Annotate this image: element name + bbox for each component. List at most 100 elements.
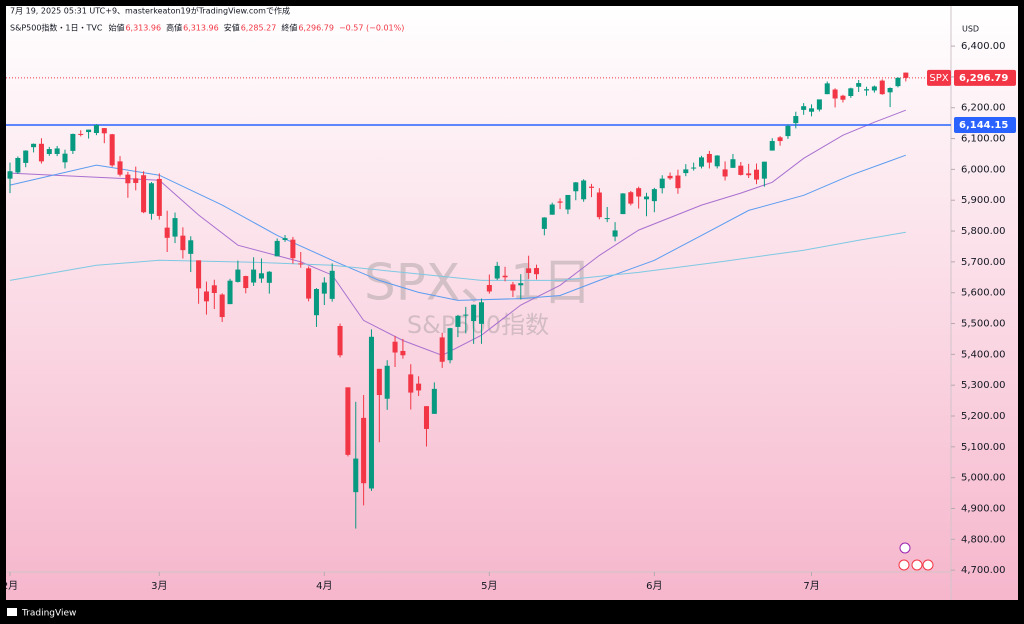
- candle-body: [502, 275, 508, 278]
- candle-body: [801, 106, 807, 110]
- candle-body: [871, 86, 877, 91]
- candle-body: [46, 149, 52, 154]
- x-tick-label: 3月: [151, 580, 167, 592]
- x-tick-label: 6月: [646, 580, 662, 592]
- candle-body: [290, 239, 296, 259]
- candle-body: [581, 180, 587, 200]
- candle-body: [596, 192, 602, 218]
- candle-body: [227, 280, 233, 305]
- candle-body: [78, 133, 84, 135]
- candle-body: [400, 350, 406, 356]
- y-tick-label: 5,700.00: [961, 257, 1006, 268]
- candle-body: [879, 80, 885, 95]
- candle-body: [667, 175, 673, 179]
- candle-body: [431, 388, 437, 414]
- candle-body: [746, 173, 752, 176]
- candle-body: [691, 167, 697, 169]
- candle-body: [675, 175, 681, 189]
- price-name: SPX: [929, 73, 948, 84]
- candle-body: [447, 328, 453, 361]
- candle-body: [93, 124, 99, 134]
- watermark-subtitle: S&P500指数: [407, 311, 549, 339]
- event-icon: [922, 559, 934, 571]
- legend-symbol: S&P500指数・1日・TVC: [10, 23, 103, 33]
- candle-body: [816, 99, 822, 110]
- candle-body: [38, 143, 44, 162]
- candle-body: [23, 150, 29, 163]
- candle-body: [471, 304, 477, 322]
- candle-body: [887, 88, 893, 93]
- y-tick-label: 5,800.00: [961, 226, 1006, 237]
- candle-body: [298, 263, 304, 265]
- y-tick-label: 4,800.00: [961, 534, 1006, 545]
- candle-body: [785, 125, 791, 137]
- x-tick-label: 4月: [316, 580, 332, 592]
- candle-body: [824, 83, 830, 95]
- y-tick-label: 6,200.00: [961, 103, 1006, 114]
- watermark-title: SPX、1日: [364, 254, 592, 312]
- candle-body: [125, 174, 131, 184]
- moving-average-line: [9, 231, 906, 281]
- candle-body: [306, 268, 312, 299]
- legend-label: 始値: [108, 23, 124, 33]
- candle-body: [683, 169, 689, 174]
- legend-value: 6,313.96: [125, 24, 161, 33]
- candle-body: [722, 169, 728, 177]
- candle-body: [266, 271, 272, 283]
- candle-body: [321, 282, 327, 294]
- event-icon: [899, 542, 911, 554]
- hline-label: 6,144.15: [959, 120, 1008, 131]
- candle-body: [62, 153, 68, 163]
- candle-body: [518, 283, 524, 286]
- y-tick-label: 6,000.00: [961, 164, 1006, 175]
- price-label: 6,296.79: [959, 73, 1008, 84]
- watermark: SPX、1日 S&P500指数: [364, 254, 592, 340]
- candle-body: [219, 294, 225, 318]
- candle-body: [510, 284, 516, 291]
- candle-body: [337, 325, 343, 356]
- candle-body: [895, 77, 901, 87]
- candle-body: [408, 374, 414, 393]
- y-tick-label: 4,700.00: [961, 565, 1006, 576]
- candle-body: [86, 129, 92, 133]
- candle-body: [416, 383, 422, 391]
- candle-body: [549, 204, 555, 215]
- candle-body: [439, 337, 445, 362]
- x-tick-label: 2月: [2, 580, 18, 592]
- legend-label: 安値: [224, 23, 240, 33]
- candle-body: [706, 153, 712, 163]
- y-tick-label: 5,500.00: [961, 319, 1006, 330]
- brand: TradingView: [21, 609, 76, 619]
- y-tick-label: 6,100.00: [961, 134, 1006, 145]
- candle-body: [141, 175, 147, 213]
- candle-body: [832, 89, 838, 99]
- y-tick-label: 4,900.00: [961, 503, 1006, 514]
- y-tick-label: 5,600.00: [961, 288, 1006, 299]
- y-tick-label: 5,300.00: [961, 380, 1006, 391]
- plot: [6, 72, 951, 529]
- candle-body: [612, 230, 618, 237]
- y-tick-label: 5,200.00: [961, 411, 1006, 422]
- candle-body: [345, 387, 351, 455]
- candle-body: [856, 83, 862, 87]
- candle-body: [313, 289, 319, 316]
- legend-value: 6,296.79: [298, 24, 334, 33]
- candle-body: [494, 265, 500, 279]
- y-tick-label: 5,900.00: [961, 195, 1006, 206]
- candle-body: [329, 270, 335, 299]
- candle-body: [533, 268, 540, 275]
- candle-body: [133, 178, 139, 183]
- candle-body: [761, 161, 767, 179]
- y-tick-label: 5,000.00: [961, 473, 1006, 484]
- x-tick-label: 5月: [481, 580, 497, 592]
- candle-body: [361, 417, 367, 484]
- legend-label: 高値: [166, 23, 182, 33]
- candle-body: [251, 269, 257, 283]
- created-note: 7月 19, 2025 05:31 UTC+9、masterkeaton19がT…: [10, 6, 290, 16]
- candle-body: [180, 235, 186, 251]
- moving-average-line: [9, 109, 906, 356]
- candle-body: [848, 88, 854, 97]
- candle-body: [809, 108, 815, 112]
- event-icon: [911, 559, 923, 571]
- candle-body: [188, 240, 194, 254]
